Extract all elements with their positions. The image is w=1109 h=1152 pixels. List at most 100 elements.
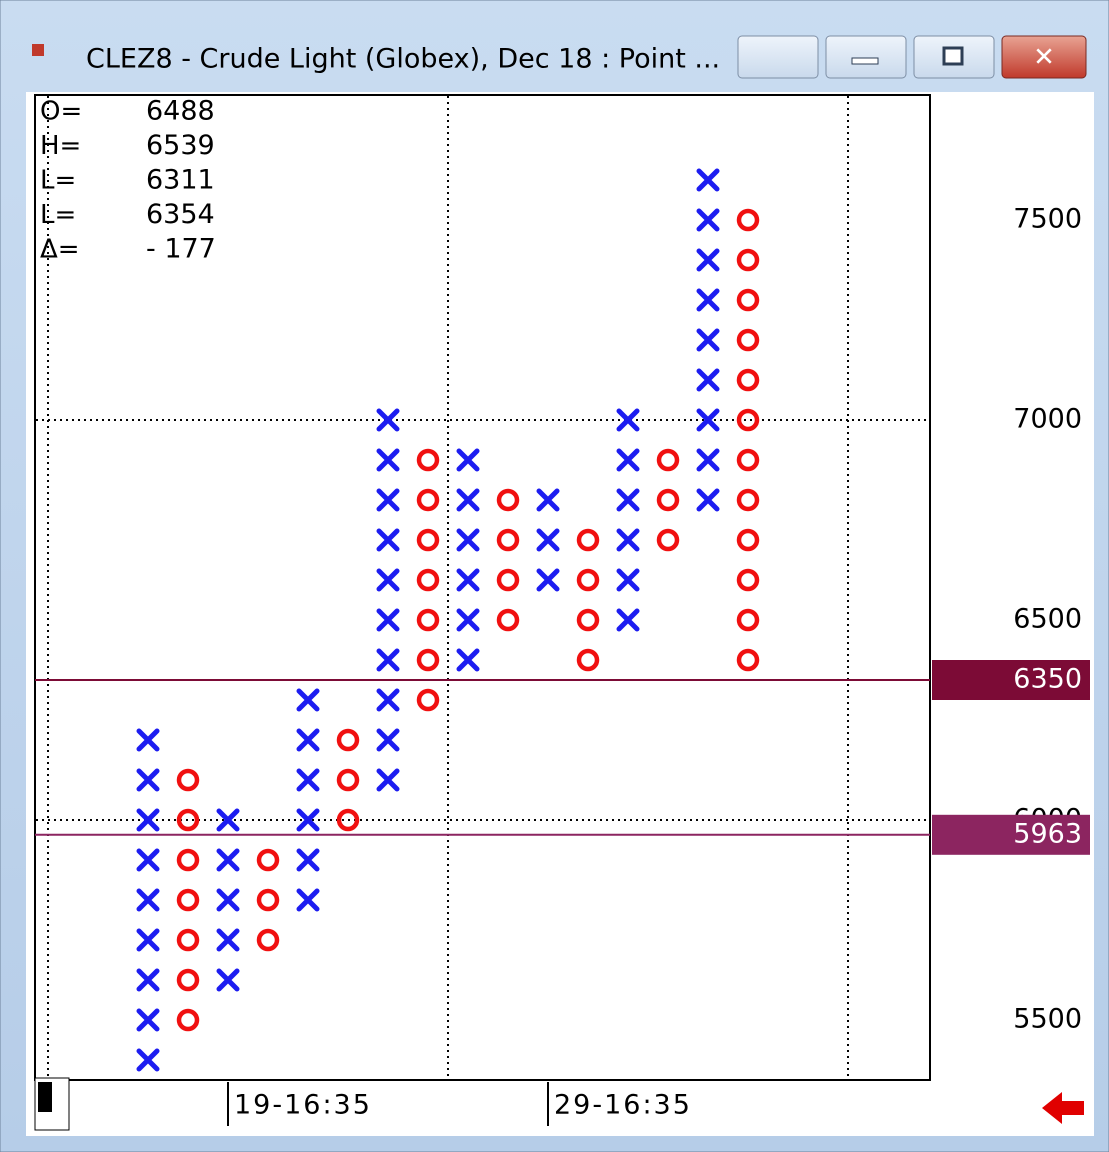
maximize-icon bbox=[942, 46, 964, 66]
x-stroke bbox=[216, 928, 240, 952]
x-stroke bbox=[696, 368, 720, 392]
x-stroke bbox=[216, 888, 240, 912]
x-stroke bbox=[136, 808, 160, 832]
x-box bbox=[536, 488, 560, 512]
x-box bbox=[376, 768, 400, 792]
o-box bbox=[176, 848, 200, 872]
x-stroke bbox=[696, 488, 720, 512]
x-stroke bbox=[696, 408, 720, 432]
x-stroke bbox=[376, 608, 400, 632]
x-box bbox=[616, 488, 640, 512]
x-box bbox=[376, 408, 400, 432]
x-box bbox=[296, 848, 320, 872]
x-stroke bbox=[376, 728, 400, 752]
x-box bbox=[136, 1008, 160, 1032]
x-box bbox=[376, 608, 400, 632]
o-box bbox=[176, 1008, 200, 1032]
x-stroke bbox=[616, 528, 640, 552]
x-box bbox=[456, 648, 480, 672]
o-box bbox=[176, 808, 200, 832]
stat-value: 6311 bbox=[146, 165, 215, 196]
x-stroke bbox=[136, 888, 160, 912]
stat-value: - 177 bbox=[146, 234, 216, 265]
o-box bbox=[736, 408, 760, 432]
x-box bbox=[376, 648, 400, 672]
x-stroke bbox=[536, 568, 560, 592]
o-box bbox=[576, 568, 600, 592]
x-box bbox=[696, 368, 720, 392]
o-box bbox=[416, 488, 440, 512]
x-box bbox=[376, 728, 400, 752]
x-stroke bbox=[376, 408, 400, 432]
x-box bbox=[296, 688, 320, 712]
o-box bbox=[656, 528, 680, 552]
x-stroke bbox=[216, 808, 240, 832]
x-stroke bbox=[296, 848, 320, 872]
x-stroke bbox=[696, 328, 720, 352]
o-box bbox=[736, 208, 760, 232]
x-box bbox=[616, 528, 640, 552]
x-stroke bbox=[456, 568, 480, 592]
o-box bbox=[256, 928, 280, 952]
o-box bbox=[736, 368, 760, 392]
y-tick-label: 7500 bbox=[1013, 204, 1082, 235]
app-icon bbox=[32, 44, 44, 56]
x-box bbox=[296, 808, 320, 832]
price-level-label: 6350 bbox=[1013, 664, 1082, 695]
x-box bbox=[456, 488, 480, 512]
close-icon: ✕ bbox=[1033, 43, 1055, 73]
stat-label: L= bbox=[40, 200, 76, 230]
x-box bbox=[376, 488, 400, 512]
o-box bbox=[176, 888, 200, 912]
link-button[interactable] bbox=[737, 35, 819, 79]
x-box bbox=[456, 528, 480, 552]
x-stroke bbox=[216, 968, 240, 992]
x-box bbox=[376, 448, 400, 472]
x-stroke bbox=[296, 688, 320, 712]
x-stroke bbox=[376, 648, 400, 672]
x-stroke bbox=[136, 1008, 160, 1032]
scroll-thumb bbox=[38, 1082, 52, 1112]
x-box bbox=[376, 568, 400, 592]
o-box bbox=[336, 768, 360, 792]
price-level-box bbox=[932, 814, 1090, 855]
x-stroke bbox=[616, 568, 640, 592]
stat-value: 6354 bbox=[146, 199, 215, 230]
x-box bbox=[376, 528, 400, 552]
o-box bbox=[656, 488, 680, 512]
minimize-button[interactable] bbox=[825, 35, 907, 79]
o-box bbox=[736, 648, 760, 672]
o-box bbox=[416, 528, 440, 552]
o-box bbox=[736, 528, 760, 552]
x-stroke bbox=[456, 648, 480, 672]
o-box bbox=[256, 888, 280, 912]
close-button[interactable] bbox=[1001, 35, 1087, 79]
o-box bbox=[736, 288, 760, 312]
y-tick-label: 5500 bbox=[1013, 1004, 1082, 1035]
o-box bbox=[256, 848, 280, 872]
x-box bbox=[456, 448, 480, 472]
x-box bbox=[136, 888, 160, 912]
o-box bbox=[416, 568, 440, 592]
x-stroke bbox=[696, 248, 720, 272]
time-label: 19-16:35 bbox=[234, 1090, 372, 1121]
o-box bbox=[576, 648, 600, 672]
x-stroke bbox=[296, 888, 320, 912]
x-stroke bbox=[136, 848, 160, 872]
back-arrow[interactable] bbox=[1042, 1092, 1084, 1124]
x-stroke bbox=[536, 488, 560, 512]
x-box bbox=[696, 168, 720, 192]
x-stroke bbox=[376, 528, 400, 552]
o-box bbox=[736, 448, 760, 472]
stat-label: Δ= bbox=[40, 235, 80, 265]
window-title: CLEZ8 - Crude Light (Globex), Dec 18 : P… bbox=[86, 44, 720, 75]
x-box bbox=[136, 1048, 160, 1072]
o-box bbox=[416, 648, 440, 672]
x-box bbox=[616, 608, 640, 632]
x-box bbox=[696, 448, 720, 472]
stat-label: H= bbox=[40, 131, 81, 161]
time-label: 29-16:35 bbox=[554, 1090, 692, 1121]
x-stroke bbox=[376, 448, 400, 472]
x-stroke bbox=[376, 688, 400, 712]
x-stroke bbox=[616, 488, 640, 512]
